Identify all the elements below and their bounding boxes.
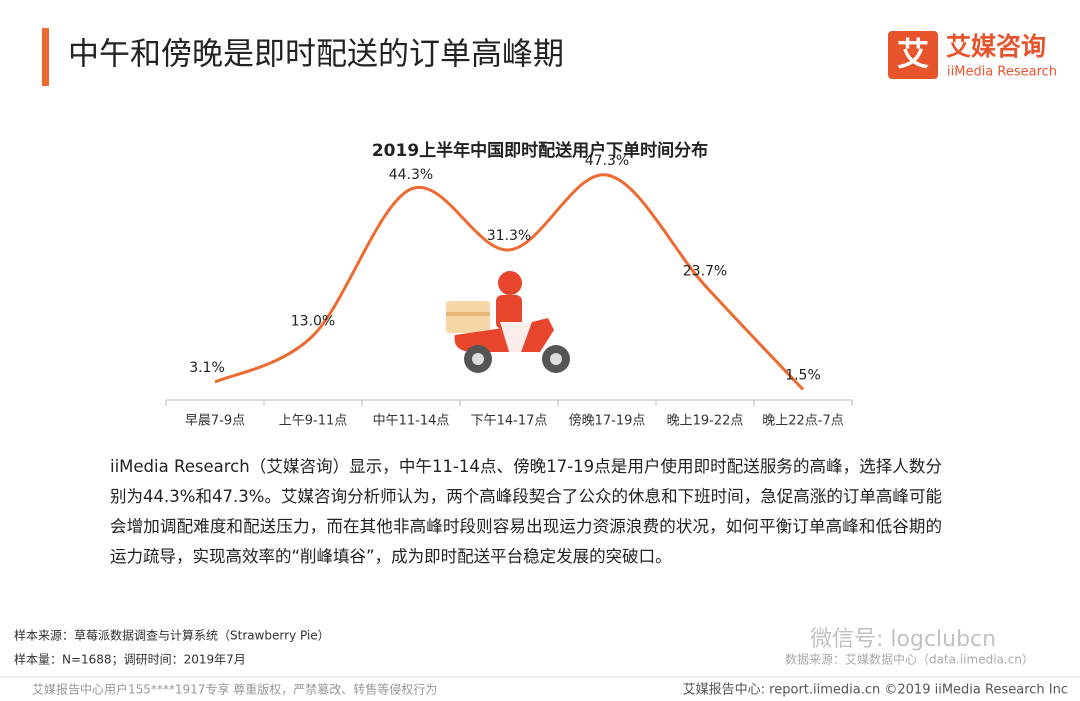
x-tick-label: 下午14-17点 [471,414,548,429]
logo-glyph: 艾 [897,35,929,73]
data-label: 23.7% [683,264,727,280]
logo-icon [888,31,938,79]
page-title: 中午和傍晚是即时配送的订单高峰期 [68,37,564,73]
footer-right: 艾媒报告中心: report.iimedia.cn ©2019 iiMedia … [683,683,1068,698]
logo-text: 艾媒咨询 [946,32,1046,61]
data-source: 数据来源：艾媒数据中心（data.iimedia.cn） [785,652,1034,667]
x-tick-label: 晚上19-22点 [667,414,744,429]
data-line [214,173,805,391]
chart-title: 2019上半年中国即时配送用户下单时间分布 [372,140,708,161]
x-tick-label: 中午11-14点 [373,414,450,429]
footer-left: 艾媒报告中心用户155****1917专享 尊重版权，严禁篡改、转售等侵权行为 [32,682,437,697]
x-tick-label: 晚上22点-7点 [762,414,844,429]
watermark: 微信号: logclubcn [810,627,996,652]
scooter-icon [446,271,570,373]
data-label: 44.3% [389,167,433,183]
data-label: 3.1% [189,360,225,376]
paragraph: iiMedia Research（艾媒咨询）显示，中午11-14点、傍晚17-1… [110,457,942,566]
source-line: 样本量：N=1688；调研时间：2019年7月 [14,652,246,667]
x-tick-label: 上午9-11点 [279,414,348,429]
data-label: 13.0% [291,314,335,330]
x-tick-label: 傍晚17-19点 [569,413,646,429]
x-tick-label: 早晨7-9点 [185,414,245,429]
logo-sub: iiMedia Research [947,65,1057,80]
data-label: 1.5% [785,367,821,383]
data-label: 47.3% [585,153,629,169]
source-line: 样本来源：草莓派数据调查与计算系统（Strawberry Pie） [14,628,330,643]
x-axis-ticks [165,400,853,406]
title-bar [42,28,49,86]
data-label: 31.3% [487,228,531,244]
